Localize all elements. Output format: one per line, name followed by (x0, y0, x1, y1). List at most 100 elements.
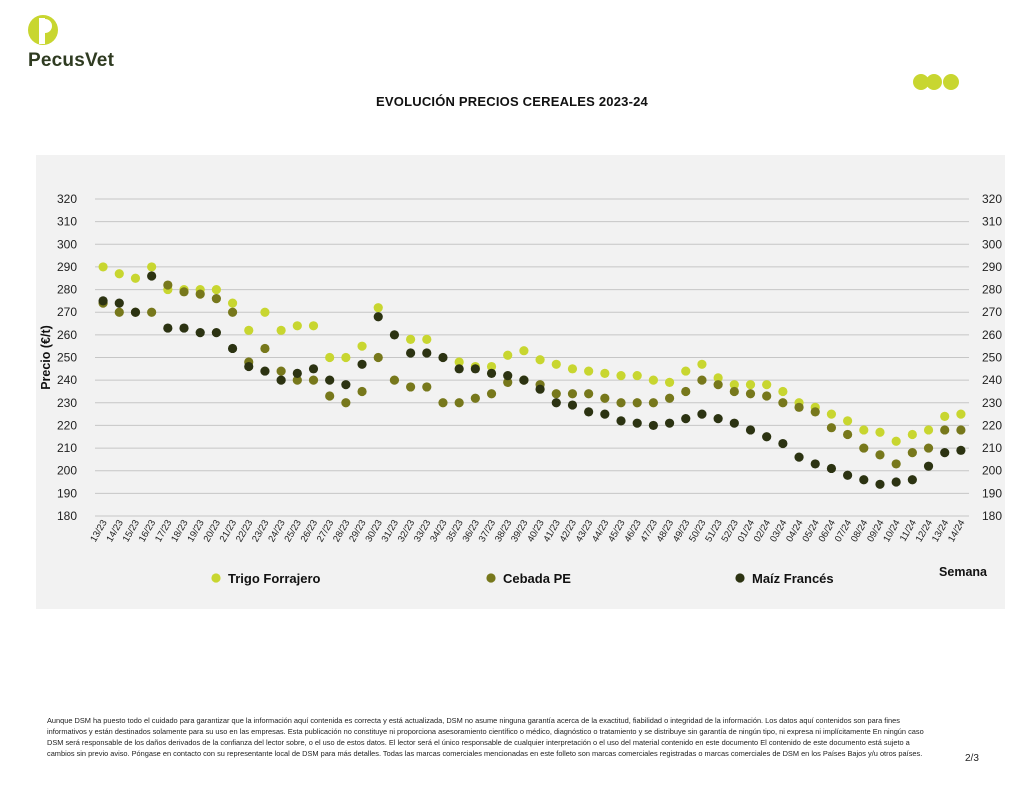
data-point (891, 459, 901, 469)
data-point (486, 389, 497, 399)
data-point (875, 427, 885, 437)
y-tick-label-left: 200 (57, 464, 77, 478)
data-point (98, 296, 108, 306)
y-tick-label-left: 310 (57, 215, 77, 229)
data-point (745, 380, 756, 390)
data-point (357, 386, 367, 397)
data-point (616, 398, 626, 408)
data-point (422, 348, 432, 358)
data-point (664, 393, 675, 403)
data-point (600, 409, 610, 419)
data-point (600, 368, 610, 378)
data-point (794, 452, 804, 462)
data-point (810, 459, 820, 469)
data-point (179, 323, 189, 333)
y-tick-label-left: 250 (57, 351, 77, 365)
x-axis-title: Semana (939, 565, 988, 579)
y-tick-label-left: 280 (57, 283, 77, 297)
disclaimer-text: Aunque DSM ha puesto todo el cuidado par… (47, 716, 924, 758)
y-tick-label-right: 210 (982, 441, 1002, 455)
data-point (648, 398, 658, 408)
data-point (292, 321, 302, 331)
data-point (163, 323, 173, 333)
y-tick-label-right: 220 (982, 418, 1002, 432)
data-point (632, 371, 642, 381)
legend-marker (211, 573, 221, 583)
data-point (308, 321, 319, 331)
data-point (292, 375, 302, 385)
data-point (697, 375, 707, 385)
chart-title: EVOLUCIÓN PRECIOS CEREALES 2023-24 (376, 94, 648, 109)
data-point (956, 409, 966, 419)
data-point (114, 298, 124, 308)
data-point (729, 386, 739, 397)
data-point (470, 393, 480, 403)
data-point (325, 375, 335, 385)
data-point (179, 287, 189, 297)
legend-marker (735, 573, 745, 583)
data-point (373, 303, 383, 313)
data-point (503, 371, 513, 381)
data-point (826, 409, 837, 419)
data-point (664, 377, 675, 388)
x-tick-label: 10/24 (881, 518, 902, 544)
y-tick-label-left: 260 (57, 328, 77, 342)
data-point (923, 461, 934, 471)
data-point (325, 352, 335, 363)
y-tick-label-left: 320 (57, 192, 77, 206)
data-point (389, 330, 400, 340)
y-tick-label-left: 220 (57, 418, 77, 432)
y-tick-label-left: 290 (57, 260, 77, 274)
data-point (486, 361, 497, 372)
data-point (907, 429, 917, 440)
y-tick-label-right: 310 (982, 215, 1002, 229)
data-point (130, 273, 141, 283)
data-point (729, 418, 739, 428)
data-point (454, 398, 464, 408)
brand-name: PecusVet (28, 50, 115, 71)
data-point (648, 420, 658, 431)
data-point (713, 414, 723, 424)
data-point (778, 438, 788, 449)
data-point (713, 380, 723, 390)
data-point (195, 327, 205, 338)
data-point (422, 334, 432, 344)
chart-panel: 180 180 190 190 200 200 210 210 220 220 230 230 240 2… (36, 155, 1005, 609)
legend-marker (486, 573, 496, 583)
data-point (211, 294, 221, 304)
data-point (859, 443, 869, 453)
data-point (438, 352, 448, 363)
y-tick-label-right: 180 (982, 509, 1002, 523)
data-point (406, 334, 416, 344)
data-point (681, 414, 691, 424)
data-point (470, 364, 480, 374)
y-tick-label-left: 240 (57, 373, 77, 387)
data-point (616, 371, 626, 381)
y-tick-label-left: 180 (57, 509, 77, 523)
data-point (114, 269, 124, 279)
data-point (325, 391, 335, 401)
data-point (503, 350, 513, 360)
data-point (729, 380, 739, 390)
data-point (276, 325, 286, 335)
data-point (584, 366, 594, 376)
data-point (227, 298, 238, 308)
data-point (762, 391, 772, 401)
y-tick-label-right: 230 (982, 396, 1002, 410)
data-point (551, 398, 561, 408)
y-tick-label-right: 270 (982, 305, 1002, 319)
data-point (535, 355, 545, 365)
data-point (745, 389, 756, 399)
data-point (551, 359, 561, 369)
data-point (260, 366, 270, 376)
data-point (923, 425, 934, 435)
y-tick-label-left: 190 (57, 486, 77, 500)
data-point (357, 359, 367, 369)
data-point (227, 307, 238, 317)
data-point (697, 359, 707, 369)
data-point (843, 429, 853, 440)
data-point (486, 368, 497, 378)
data-point (519, 346, 529, 356)
data-point (567, 400, 578, 410)
y-tick-label-right: 300 (982, 237, 1002, 251)
